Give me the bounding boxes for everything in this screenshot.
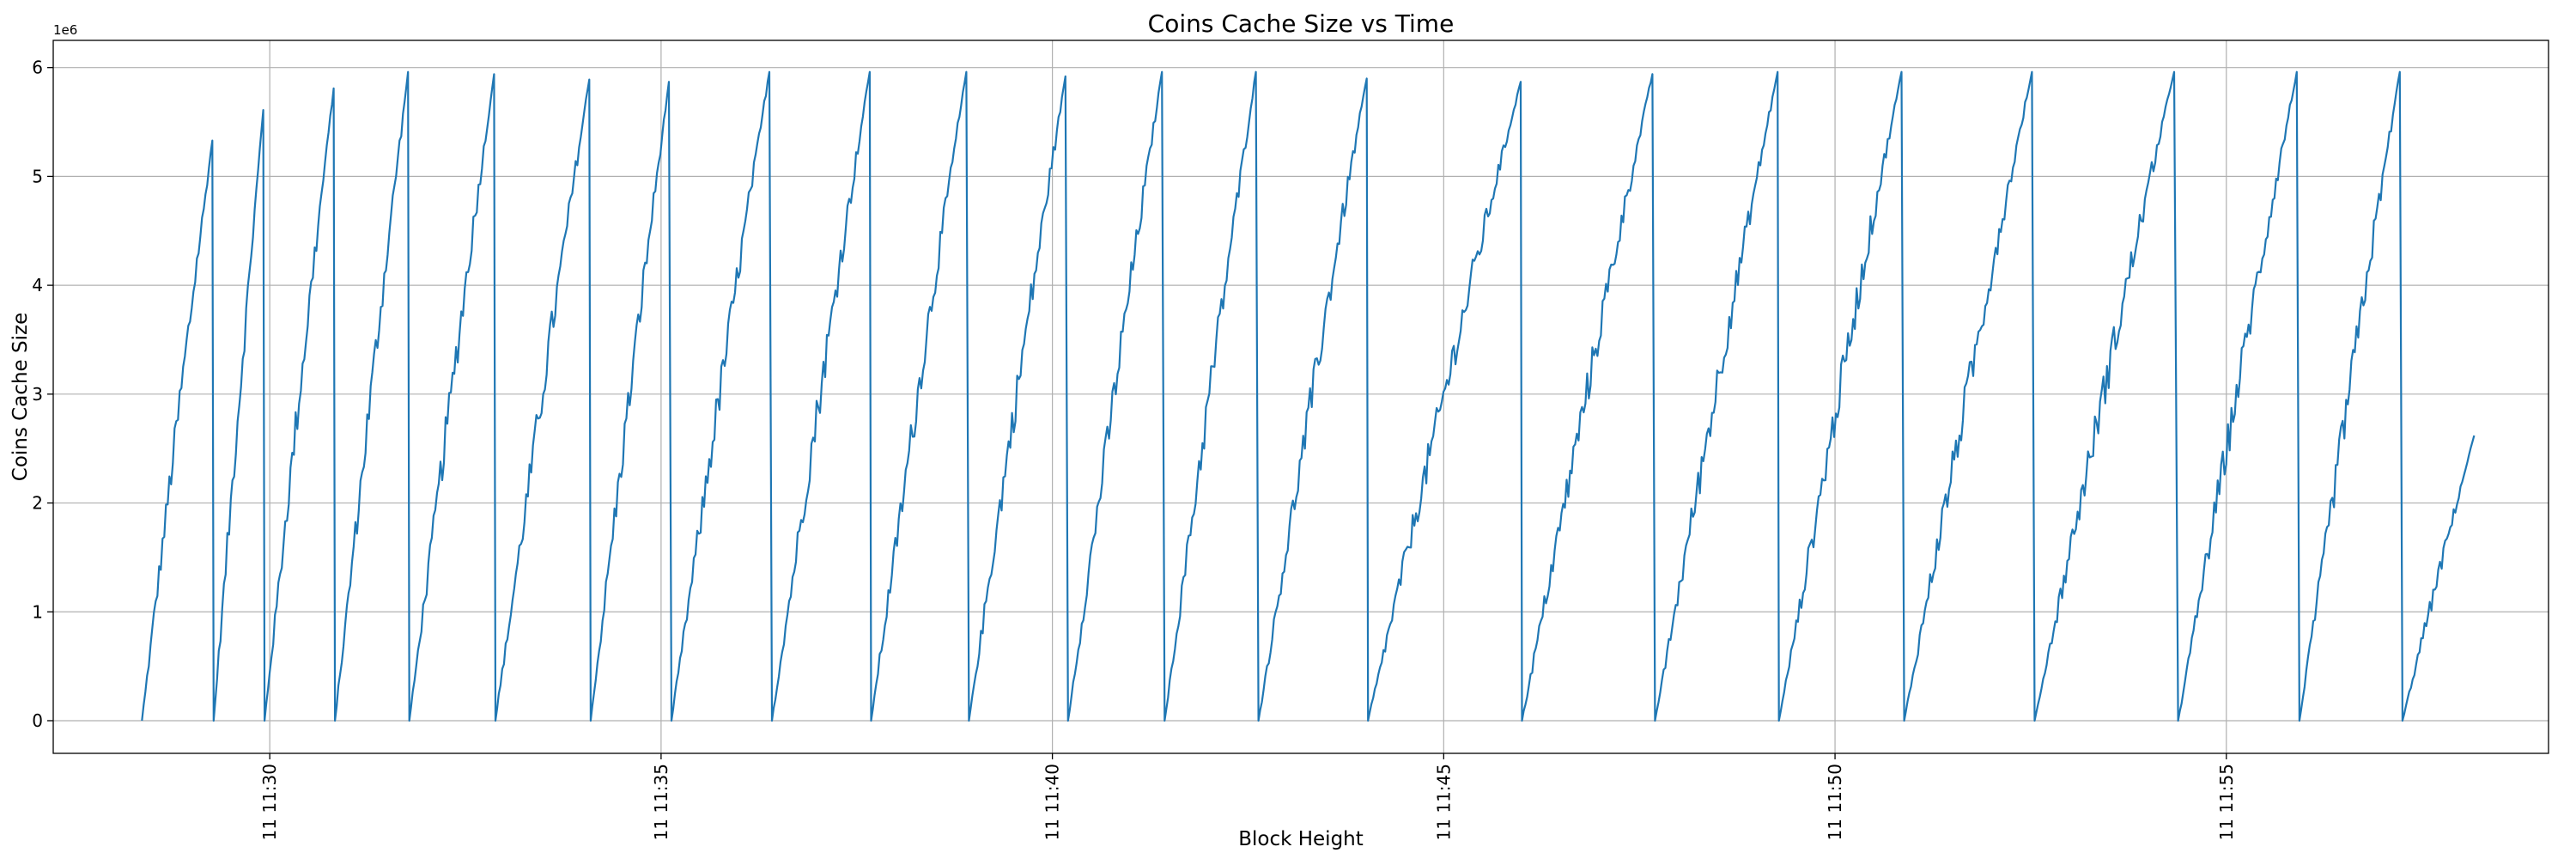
- y-tick-label: 2: [32, 493, 43, 514]
- grid-layer: [53, 40, 2549, 753]
- series-line: [141, 70, 2476, 722]
- y-axis-label: Coins Cache Size: [9, 313, 32, 481]
- x-tick-label: 11 11:40: [1042, 764, 1063, 840]
- x-tick-label: 11 11:55: [2216, 764, 2237, 840]
- y-tick-label: 3: [32, 384, 43, 405]
- y-tick-label: 1: [32, 601, 43, 622]
- chart-title: Coins Cache Size vs Time: [1148, 9, 1455, 38]
- x-tick-label: 11 11:35: [651, 764, 671, 840]
- plot-frame: [52, 40, 2549, 754]
- y-tick-label: 0: [32, 710, 43, 731]
- x-tick-label: 11 11:50: [1825, 764, 1845, 840]
- x-axis-label: Block Height: [1238, 828, 1364, 850]
- series-layer: [141, 70, 2476, 722]
- tick-layer: 0 1 2 3 4 5 6 11 11:30 11 11:35 11 11:40 11 11:45 1…: [32, 58, 2237, 841]
- y-tick-label: 6: [32, 58, 43, 78]
- x-tick-label: 11 11:45: [1433, 764, 1454, 840]
- y-tick-label: 5: [32, 166, 43, 186]
- y-offset-label: 1e6: [53, 22, 77, 38]
- y-tick-label: 4: [32, 275, 43, 295]
- x-tick-label: 11 11:30: [259, 764, 280, 840]
